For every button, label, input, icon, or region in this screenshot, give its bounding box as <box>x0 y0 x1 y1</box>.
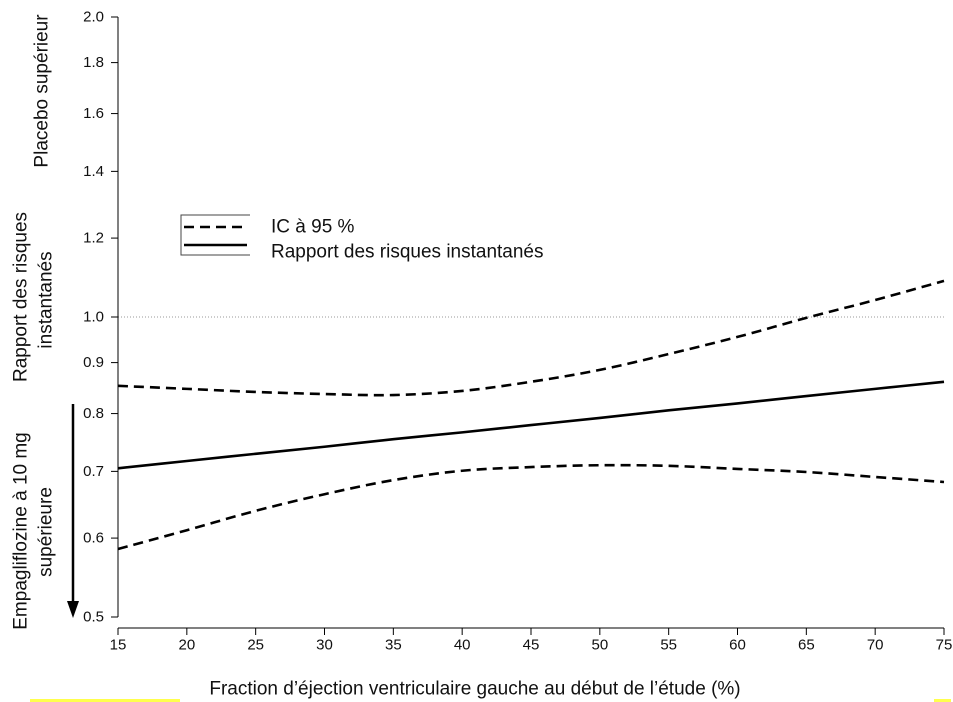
down-arrow-head <box>67 601 79 618</box>
y-tick-label: 2.0 <box>83 9 104 26</box>
y-region-label-empagliflozin-line-2: supérieure <box>36 487 57 577</box>
y-tick-label: 0.7 <box>83 463 104 480</box>
x-tick-label: 40 <box>454 637 471 654</box>
legend: IC à 95 % Rapport des risques instantané… <box>180 214 544 263</box>
hazard-ratio-line <box>117 380 945 470</box>
legend-label-hazard-ratio: Rapport des risques instantanés <box>271 242 544 263</box>
y-axis-titles: Placebo supérieur Rapport des risques in… <box>11 14 57 630</box>
y-tick-label: 1.6 <box>83 105 104 122</box>
y-axis-title-line-1: Rapport des risques <box>11 212 32 382</box>
y-tick-label: 0.9 <box>83 354 104 371</box>
x-axis: 15 20 25 30 35 40 45 50 55 60 65 70 75 <box>110 627 953 654</box>
y-tick-label: 0.6 <box>83 530 104 547</box>
x-tick-label: 45 <box>523 637 540 654</box>
highlight-strip-left <box>30 699 180 702</box>
x-tick-label: 35 <box>385 637 402 654</box>
y-tick-label: 1.4 <box>83 163 104 180</box>
x-tick-label: 65 <box>798 637 815 654</box>
y-axis-title-line-2: instantanés <box>36 251 57 348</box>
ci-lower-line <box>117 463 945 551</box>
x-tick-label: 60 <box>729 637 746 654</box>
plot-lines <box>117 279 945 551</box>
y-tick-label: 1.0 <box>83 309 104 326</box>
x-tick-label: 20 <box>178 637 195 654</box>
x-tick-label: 30 <box>316 637 333 654</box>
y-tick-label: 1.8 <box>83 54 104 71</box>
y-tick-label: 0.8 <box>83 405 104 422</box>
legend-frame <box>180 214 250 256</box>
highlight-strip-right <box>934 699 951 702</box>
x-tick-label: 70 <box>867 637 884 654</box>
x-tick-label: 25 <box>247 637 264 654</box>
y-region-label-empagliflozin-line-1: Empagliflozine à 10 mg <box>11 432 32 630</box>
down-arrow <box>67 404 79 618</box>
x-tick-label: 55 <box>660 637 677 654</box>
y-tick-label: 0.5 <box>83 609 104 626</box>
y-region-label-placebo: Placebo supérieur <box>32 14 53 168</box>
y-tick-label: 1.2 <box>83 230 104 247</box>
x-tick-label: 50 <box>591 637 608 654</box>
ci-upper-line <box>117 279 945 397</box>
y-axis: 0.5 0.6 0.7 0.8 0.9 1.0 1.2 1.4 1.6 1.8 2.0 <box>83 9 119 626</box>
legend-label-ci: IC à 95 % <box>271 217 355 238</box>
x-tick-label: 75 <box>936 637 953 654</box>
x-axis-title: Fraction d’éjection ventriculaire gauche… <box>209 679 740 700</box>
x-tick-label: 15 <box>110 637 127 654</box>
